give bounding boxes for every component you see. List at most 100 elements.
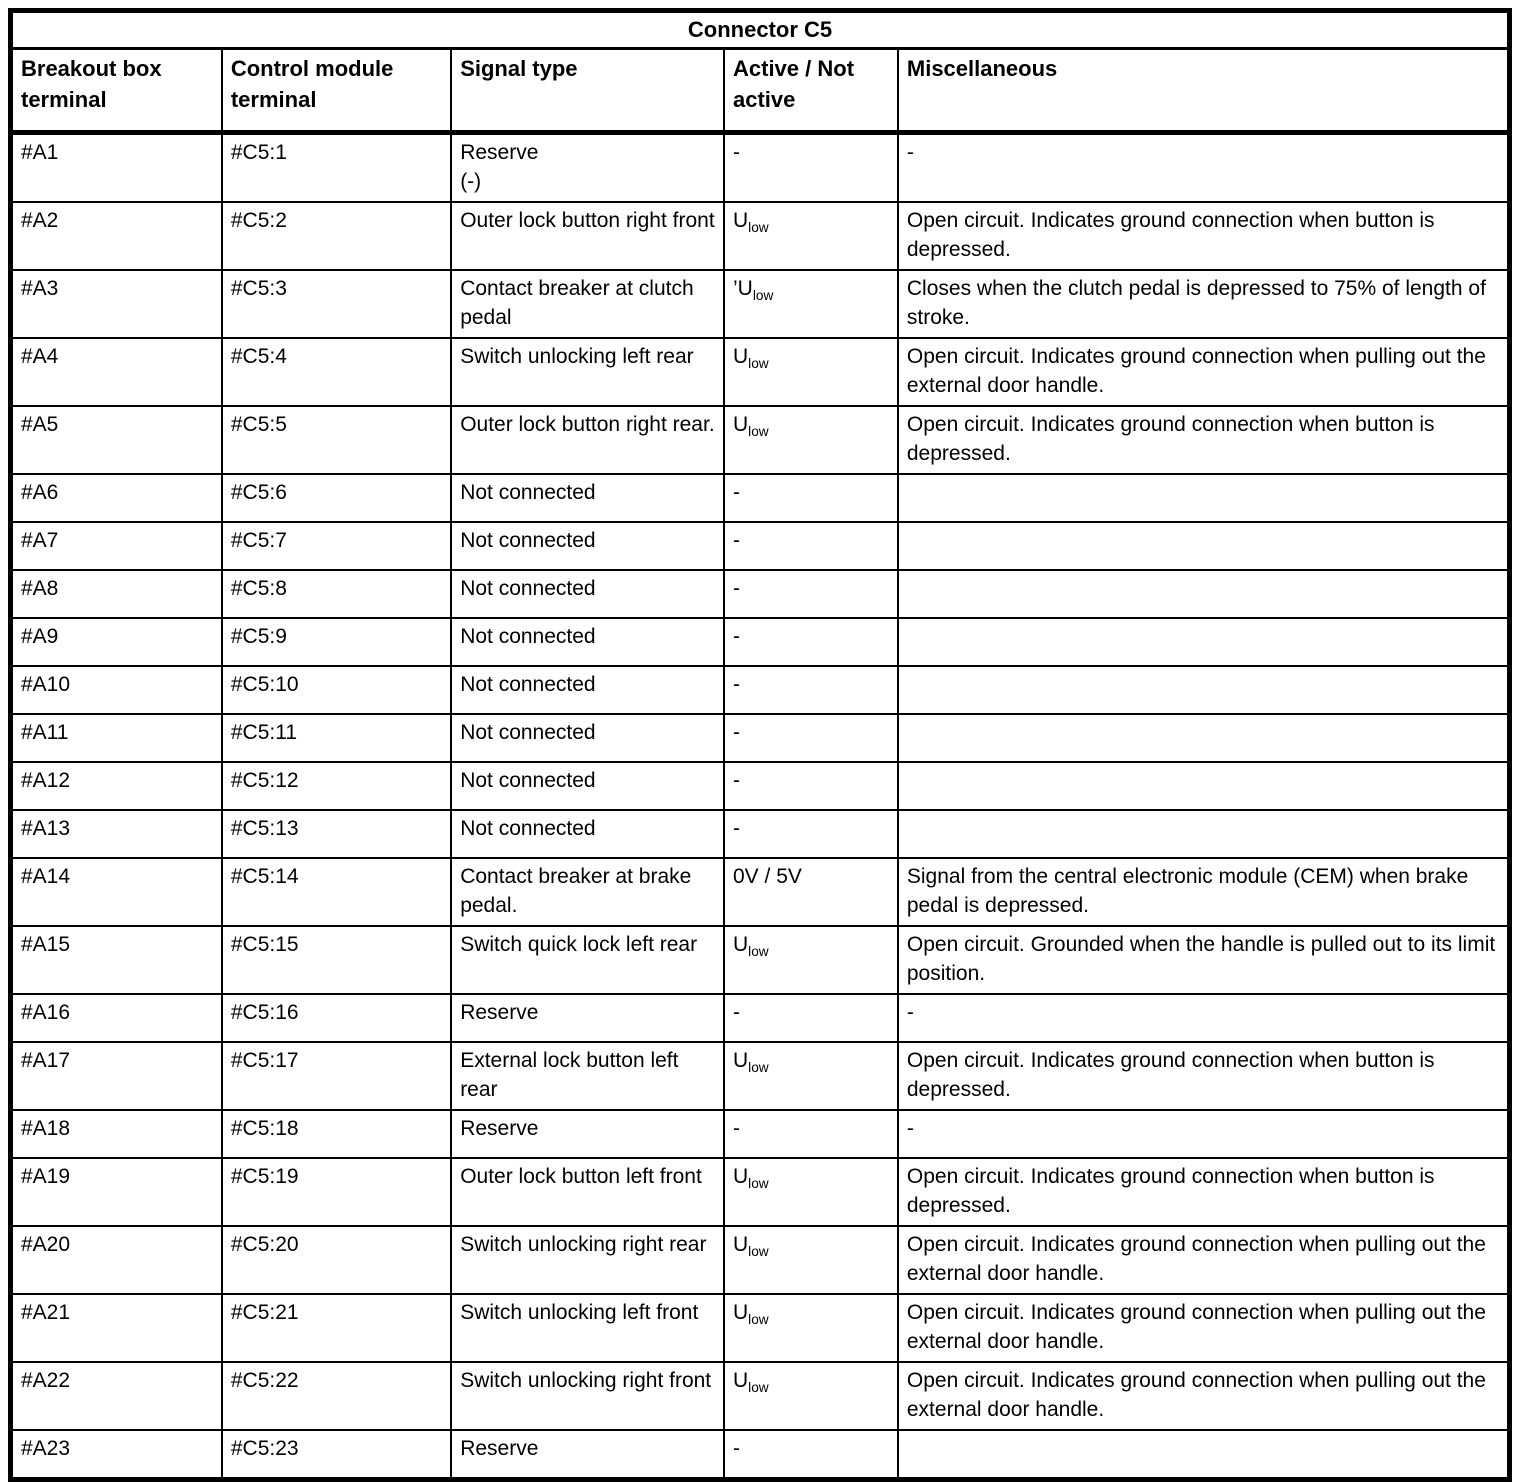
table-row: #A4 #C5:4 Switch unlocking left rear Ulo… [9, 337, 1511, 408]
active-value: - [733, 1116, 740, 1140]
cell-breakout-box-terminal: #A1 [9, 131, 223, 204]
cell-miscellaneous: Signal from the central electronic modul… [896, 857, 1511, 927]
column-header-breakout-box-terminal: Breakout box terminal [9, 47, 223, 136]
cell-breakout-box-terminal: #A19 [9, 1156, 223, 1227]
cell-breakout-box-terminal: #A9 [9, 617, 223, 668]
cell-miscellaneous [896, 1428, 1511, 1481]
active-value: U [733, 209, 749, 233]
cell-breakout-box-terminal: #A20 [9, 1224, 223, 1295]
active-subscript: low [748, 1379, 769, 1395]
cell-control-module-terminal: #C5:14 [220, 857, 453, 927]
table-row: #A14 #C5:14 Contact breaker at brake ped… [9, 857, 1511, 927]
cell-active-not-active: - [723, 713, 899, 764]
cell-signal-type: Not connected [450, 665, 725, 716]
active-value: U [733, 1368, 749, 1392]
cell-miscellaneous [896, 521, 1511, 572]
active-value: U [733, 413, 749, 437]
table-row: #A20 #C5:20 Switch unlocking right rear … [9, 1224, 1511, 1295]
active-value: U [733, 345, 749, 369]
table-row: #A18 #C5:18 Reserve - - [9, 1108, 1511, 1159]
cell-signal-type: Not connected [450, 473, 725, 524]
cell-breakout-box-terminal: #A10 [9, 665, 223, 716]
cell-active-not-active: - [723, 1108, 899, 1159]
cell-signal-type: Contact breaker at clutch pedal [450, 269, 725, 340]
active-subscript: low [748, 1243, 769, 1259]
cell-breakout-box-terminal: #A13 [9, 809, 223, 860]
active-subscript: low [748, 356, 769, 372]
table-row: #A12 #C5:12 Not connected - [9, 761, 1511, 812]
table-row: #A1 #C5:1 Reserve (-) - - [9, 131, 1511, 204]
cell-control-module-terminal: #C5:15 [220, 924, 453, 995]
cell-signal-type: Not connected [450, 617, 725, 668]
cell-active-not-active: - [723, 809, 899, 860]
cell-control-module-terminal: #C5:19 [220, 1156, 453, 1227]
cell-active-not-active: 0V / 5V [723, 857, 899, 927]
cell-control-module-terminal: #C5:16 [220, 992, 453, 1043]
cell-active-not-active: Ulow [723, 924, 899, 995]
active-value: - [733, 625, 740, 649]
cell-signal-type: External lock button left rear [450, 1040, 725, 1111]
cell-control-module-terminal: #C5:23 [220, 1428, 453, 1481]
cell-breakout-box-terminal: #A8 [9, 569, 223, 620]
cell-miscellaneous: - [896, 131, 1511, 204]
active-value: - [733, 577, 740, 601]
table-body: #A1 #C5:1 Reserve (-) - - #A2 #C5:2 Oute… [9, 131, 1511, 1481]
active-value: - [733, 141, 740, 165]
cell-signal-type: Not connected [450, 713, 725, 764]
cell-miscellaneous [896, 617, 1511, 668]
cell-breakout-box-terminal: #A16 [9, 992, 223, 1043]
cell-signal-type: Not connected [450, 521, 725, 572]
cell-breakout-box-terminal: #A14 [9, 857, 223, 927]
cell-miscellaneous [896, 761, 1511, 812]
cell-signal-type: Switch quick lock left rear [450, 924, 725, 995]
table-row: #A21 #C5:21 Switch unlocking left front … [9, 1292, 1511, 1363]
active-value: U [733, 1164, 749, 1188]
cell-miscellaneous: Open circuit. Indicates ground connectio… [896, 1040, 1511, 1111]
cell-miscellaneous [896, 665, 1511, 716]
cell-control-module-terminal: #C5:2 [220, 201, 453, 272]
active-subscript: low [752, 288, 774, 304]
table-row: #A2 #C5:2 Outer lock button right front … [9, 201, 1511, 272]
cell-active-not-active: - [723, 131, 899, 204]
active-value: - [733, 1436, 740, 1460]
cell-control-module-terminal: #C5:6 [220, 473, 453, 524]
table-row: #A17 #C5:17 External lock button left re… [9, 1040, 1511, 1111]
cell-breakout-box-terminal: #A2 [9, 201, 223, 272]
cell-control-module-terminal: #C5:7 [220, 521, 453, 572]
cell-breakout-box-terminal: #A5 [9, 405, 223, 476]
cell-breakout-box-terminal: #A3 [9, 269, 223, 340]
cell-control-module-terminal: #C5:22 [220, 1360, 453, 1431]
cell-breakout-box-terminal: #A6 [9, 473, 223, 524]
cell-active-not-active: - [723, 1428, 899, 1481]
cell-breakout-box-terminal: #A11 [9, 713, 223, 764]
cell-signal-type: Outer lock button left front [450, 1156, 725, 1227]
table-row: #A7 #C5:7 Not connected - [9, 521, 1511, 572]
table-row: #A15 #C5:15 Switch quick lock left rear … [9, 924, 1511, 995]
table-row: #A13 #C5:13 Not connected - [9, 809, 1511, 860]
cell-miscellaneous: Open circuit. Indicates ground connectio… [896, 337, 1511, 408]
connector-c5-table: Connector C5 Breakout box terminal Contr… [8, 8, 1512, 1482]
cell-active-not-active: Ulow [723, 201, 899, 272]
column-header-control-module-terminal: Control module terminal [220, 47, 453, 136]
cell-control-module-terminal: #C5:8 [220, 569, 453, 620]
active-value: ’U [733, 277, 753, 301]
active-value: - [733, 529, 740, 553]
table-row: #A22 #C5:22 Switch unlocking right front… [9, 1360, 1511, 1431]
table-row: #A5 #C5:5 Outer lock button right rear. … [9, 405, 1511, 476]
cell-control-module-terminal: #C5:12 [220, 761, 453, 812]
cell-control-module-terminal: #C5:3 [220, 269, 453, 340]
table-title-row: Connector C5 [9, 9, 1511, 51]
active-subscript: low [748, 1060, 769, 1076]
cell-miscellaneous: Open circuit. Indicates ground connectio… [896, 1224, 1511, 1295]
cell-active-not-active: Ulow [723, 405, 899, 476]
cell-signal-type: Reserve (-) [450, 131, 725, 204]
active-value: - [733, 673, 740, 697]
cell-breakout-box-terminal: #A22 [9, 1360, 223, 1431]
active-value: 0V / 5V [733, 865, 802, 889]
cell-signal-type: Reserve [450, 1428, 725, 1481]
table-row: #A23 #C5:23 Reserve - [9, 1428, 1511, 1481]
cell-active-not-active: ’Ulow [723, 269, 899, 340]
table-row: #A6 #C5:6 Not connected - [9, 473, 1511, 524]
active-subscript: low [748, 424, 769, 440]
cell-control-module-terminal: #C5:9 [220, 617, 453, 668]
